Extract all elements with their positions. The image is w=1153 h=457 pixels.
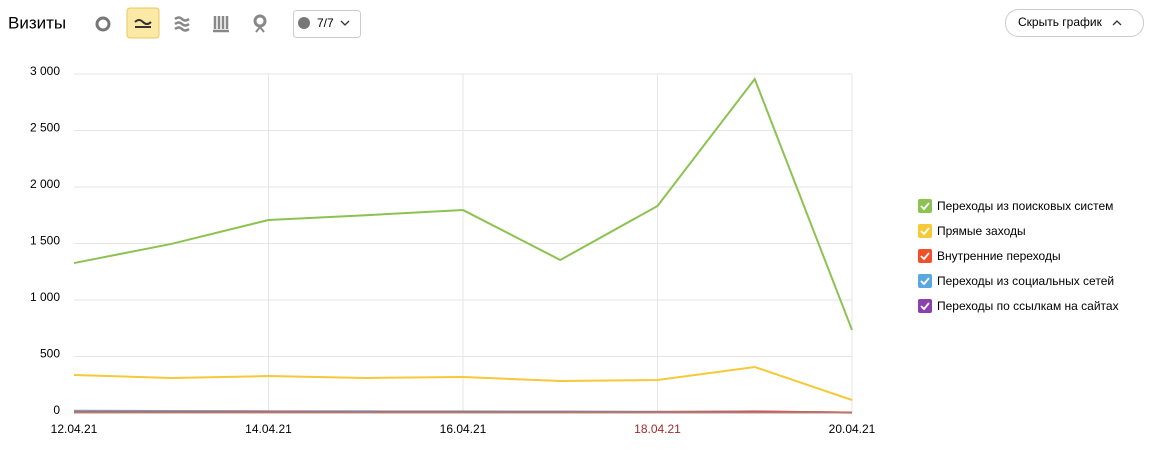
legend-check bbox=[920, 252, 930, 261]
hide-chart-button[interactable]: Скрыть график bbox=[1005, 9, 1144, 37]
line-icon[interactable] bbox=[126, 7, 160, 39]
legend-checkbox bbox=[918, 224, 932, 238]
hide-chart-label: Скрыть график bbox=[1018, 15, 1103, 29]
series-line bbox=[73, 410, 853, 414]
x-tick-label: 16.04.21 bbox=[440, 422, 487, 436]
legend-label[interactable]: Прямые заходы bbox=[937, 224, 1026, 238]
x-tick-label: 20.04.21 bbox=[829, 422, 876, 436]
legend-check bbox=[920, 277, 930, 286]
legend-checkbox bbox=[918, 274, 932, 288]
y-tick-label: 2 000 bbox=[30, 177, 60, 191]
legend-check bbox=[920, 302, 930, 311]
legend-label[interactable]: Переходы по ссылкам на сайтах bbox=[937, 299, 1119, 313]
y-tick-label: 500 bbox=[40, 347, 60, 361]
x-tick-label: 18.04.21 bbox=[634, 422, 681, 436]
area-icon[interactable] bbox=[174, 16, 190, 32]
legend-check bbox=[920, 227, 930, 236]
pie-icon[interactable] bbox=[95, 16, 111, 32]
map-icon[interactable] bbox=[253, 14, 267, 33]
y-tick-label: 3 000 bbox=[30, 64, 60, 78]
segments-count: 7/7 bbox=[317, 16, 334, 30]
legend-label[interactable]: Внутренние переходы bbox=[937, 249, 1061, 263]
legend-label[interactable]: Переходы из социальных сетей bbox=[937, 274, 1114, 288]
y-tick-label: 2 500 bbox=[30, 121, 60, 135]
series-line bbox=[73, 76, 853, 331]
y-tick-label: 1 000 bbox=[30, 290, 60, 304]
x-tick-label: 12.04.21 bbox=[51, 422, 98, 436]
bar-icon[interactable] bbox=[213, 16, 229, 33]
y-tick-label: 0 bbox=[53, 403, 60, 417]
page-title: Визиты bbox=[8, 13, 66, 32]
x-tick-label: 14.04.21 bbox=[245, 422, 292, 436]
series-line bbox=[73, 365, 853, 401]
legend-checkbox bbox=[918, 199, 932, 213]
legend-check bbox=[920, 202, 930, 211]
legend-label[interactable]: Переходы из поисковых систем bbox=[937, 199, 1113, 213]
legend-checkbox bbox=[918, 299, 932, 313]
y-tick-label: 1 500 bbox=[30, 234, 60, 248]
segments-dropdown[interactable]: 7/7 bbox=[293, 10, 361, 38]
legend-checkbox bbox=[918, 249, 932, 263]
